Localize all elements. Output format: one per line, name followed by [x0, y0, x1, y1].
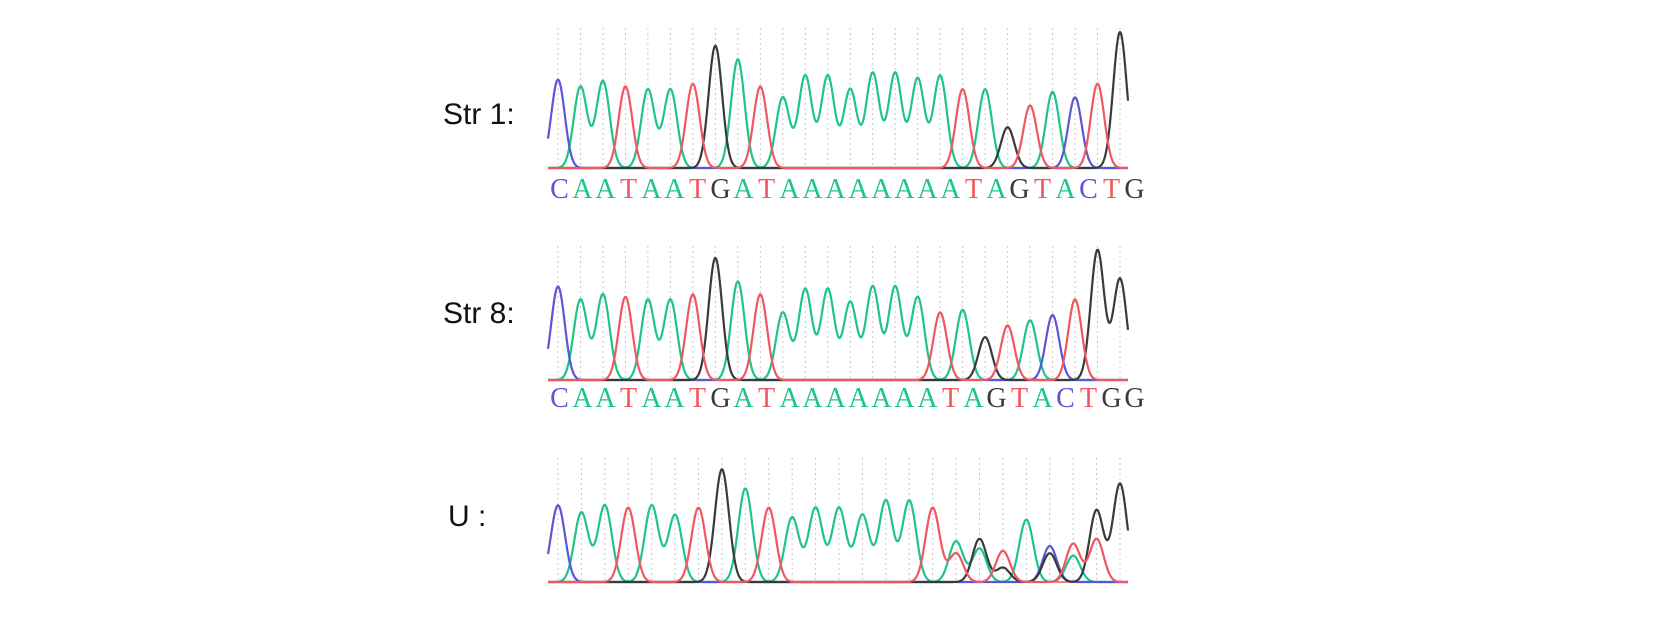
base-call-letter: G — [710, 174, 731, 205]
base-call-letter: A — [986, 174, 1007, 205]
base-call-letter: A — [825, 383, 846, 414]
base-call-letter: G — [1124, 383, 1145, 414]
panel-label: Str 8: — [443, 297, 515, 330]
base-call-letter: C — [1056, 383, 1075, 414]
base-call-letter: A — [641, 383, 662, 414]
base-call-letter: A — [917, 383, 938, 414]
trace-t — [547, 82, 1129, 170]
base-call-letter: A — [848, 383, 869, 414]
base-call-letter: A — [595, 174, 616, 205]
base-call-letter: T — [688, 174, 707, 205]
panel-label: U : — [448, 500, 487, 533]
chromatogram — [546, 246, 1130, 382]
panel-label: Str 1: — [443, 98, 515, 131]
base-call-letter: T — [757, 174, 776, 205]
trace-t — [547, 506, 1129, 584]
base-call-letter: A — [733, 383, 754, 414]
trace-a — [547, 280, 1129, 382]
base-call-letter: A — [641, 174, 662, 205]
base-call-letter: C — [550, 383, 569, 414]
base-call-letter: T — [619, 383, 638, 414]
base-call-letter: A — [664, 383, 685, 414]
base-call-letter: T — [1102, 174, 1121, 205]
base-call-letter: A — [595, 383, 616, 414]
base-call-letter: A — [802, 174, 823, 205]
base-call-letter: T — [1010, 383, 1029, 414]
base-call-letter: T — [1033, 174, 1052, 205]
base-call-letter: A — [825, 174, 846, 205]
base-call-letter: A — [871, 174, 892, 205]
base-call-letter: G — [1124, 174, 1145, 205]
base-call-letter: T — [964, 174, 983, 205]
base-call-letter: G — [710, 383, 731, 414]
base-call-letter: G — [1009, 174, 1030, 205]
base-call-letter: A — [733, 174, 754, 205]
base-call-letter: C — [550, 174, 569, 205]
base-call-letter: G — [1101, 383, 1122, 414]
base-call-letter: T — [688, 383, 707, 414]
base-call-letter: T — [619, 174, 638, 205]
base-call-letter: A — [1032, 383, 1053, 414]
base-call-letter: A — [894, 383, 915, 414]
base-call-letter: C — [1079, 174, 1098, 205]
trace-a — [547, 487, 1129, 584]
base-call-letter: A — [802, 383, 823, 414]
base-call-letter: A — [572, 174, 593, 205]
base-call-letter: A — [871, 383, 892, 414]
base-call-letter: A — [664, 174, 685, 205]
base-call-letter: A — [572, 383, 593, 414]
chromatogram — [546, 28, 1130, 170]
base-call-letter: A — [963, 383, 984, 414]
chromatogram — [546, 458, 1130, 584]
base-call-letter: T — [1079, 383, 1098, 414]
base-call-letter: A — [1055, 174, 1076, 205]
trace-t — [547, 293, 1129, 382]
base-call-letter: A — [779, 383, 800, 414]
base-call-letter: T — [757, 383, 776, 414]
base-call-letter: A — [917, 174, 938, 205]
base-call-letter: G — [986, 383, 1007, 414]
base-call-letter: A — [940, 174, 961, 205]
base-call-letter: A — [779, 174, 800, 205]
base-call-letter: A — [894, 174, 915, 205]
base-call-letter: T — [941, 383, 960, 414]
base-call-letter: A — [848, 174, 869, 205]
panel-u: U : — [0, 420, 1654, 628]
